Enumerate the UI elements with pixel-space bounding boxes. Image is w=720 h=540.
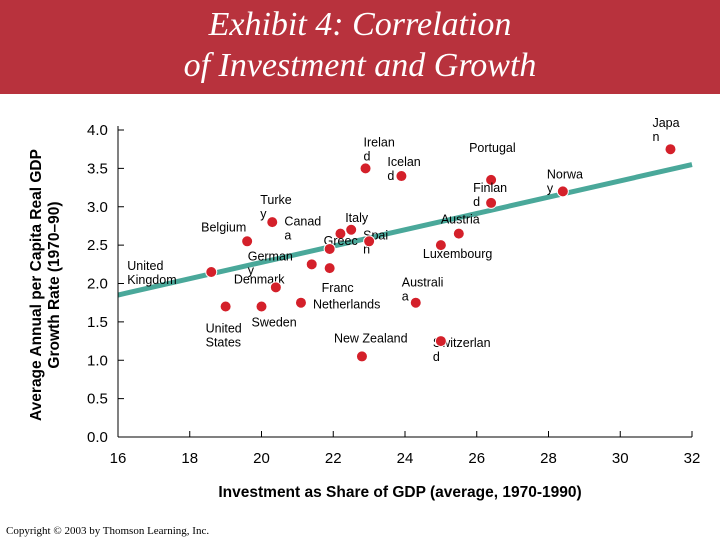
point-label: Belgium — [201, 220, 246, 234]
point-label: Japa n — [652, 116, 679, 144]
x-tick-label: 26 — [468, 450, 485, 467]
data-point — [334, 227, 347, 240]
point-label: Portugal — [469, 141, 516, 155]
point-label: Franc — [322, 281, 354, 295]
point-label: Austria — [441, 213, 480, 227]
x-tick-label: 16 — [110, 450, 127, 467]
data-point — [363, 235, 376, 248]
y-tick-label: 4.0 — [87, 122, 108, 139]
data-point — [294, 296, 307, 309]
x-tick-label: 18 — [181, 450, 198, 467]
data-point — [452, 227, 465, 240]
data-point — [434, 239, 447, 252]
x-tick-label: 32 — [684, 450, 701, 467]
y-tick-label: 2.5 — [87, 237, 108, 254]
copyright-text: Copyright © 2003 by Thomson Learning, In… — [6, 525, 210, 537]
data-point — [266, 216, 279, 229]
data-point — [485, 173, 498, 186]
y-tick-label: 0.5 — [87, 391, 108, 408]
data-point — [485, 196, 498, 209]
x-tick-label: 22 — [325, 450, 342, 467]
y-tick-label: 2.0 — [87, 276, 108, 293]
point-label: Norwa y — [547, 167, 583, 195]
page-title: Exhibit 4: Correlation of Investment and… — [0, 4, 720, 86]
data-point — [323, 242, 336, 255]
point-label: Italy — [345, 211, 369, 225]
x-tick-label: 30 — [612, 450, 629, 467]
point-label: Australi a — [402, 276, 444, 304]
point-label: United States — [206, 322, 242, 350]
x-axis-label: Investment as Share of GDP (average, 197… — [218, 484, 582, 501]
data-point — [323, 262, 336, 275]
point-label: Canad a — [284, 215, 321, 243]
point-label: Netherlands — [313, 298, 380, 312]
title-line-2: of Investment and Growth — [183, 47, 537, 84]
point-label: German y — [248, 249, 293, 277]
data-point — [255, 300, 268, 313]
y-tick-label: 3.0 — [87, 199, 108, 216]
y-tick-label: 3.5 — [87, 160, 108, 177]
point-label: Icelan d — [387, 155, 420, 183]
point-label: Irelan d — [364, 135, 395, 163]
y-tick-label: 0.0 — [87, 429, 108, 446]
data-point — [556, 185, 569, 198]
point-label: New Zealand — [334, 331, 408, 345]
point-label: Finlan d — [473, 181, 507, 209]
data-point — [395, 170, 408, 183]
data-point — [434, 335, 447, 348]
y-tick-label: 1.5 — [87, 314, 108, 331]
data-point — [664, 143, 677, 156]
data-point — [305, 258, 318, 271]
x-tick-label: 20 — [253, 450, 270, 467]
data-point — [241, 235, 254, 248]
title-line-1: Exhibit 4: Correlation — [208, 6, 512, 43]
point-label: United Kingdom — [127, 259, 176, 287]
y-tick-label: 1.0 — [87, 352, 108, 369]
data-point — [355, 350, 368, 363]
data-point — [359, 162, 372, 175]
point-label: Switzerlan d — [433, 336, 491, 364]
data-point — [205, 265, 218, 278]
data-point — [219, 300, 232, 313]
x-tick-label: 24 — [397, 450, 414, 467]
data-point — [345, 223, 358, 236]
point-label: Sweden — [252, 316, 297, 330]
data-point — [409, 296, 422, 309]
point-label: Turke y — [260, 193, 292, 221]
point-label: Luxembourg — [423, 247, 493, 261]
header-banner: Exhibit 4: Correlation of Investment and… — [0, 0, 720, 94]
x-tick-label: 28 — [540, 450, 557, 467]
data-point — [269, 281, 282, 294]
